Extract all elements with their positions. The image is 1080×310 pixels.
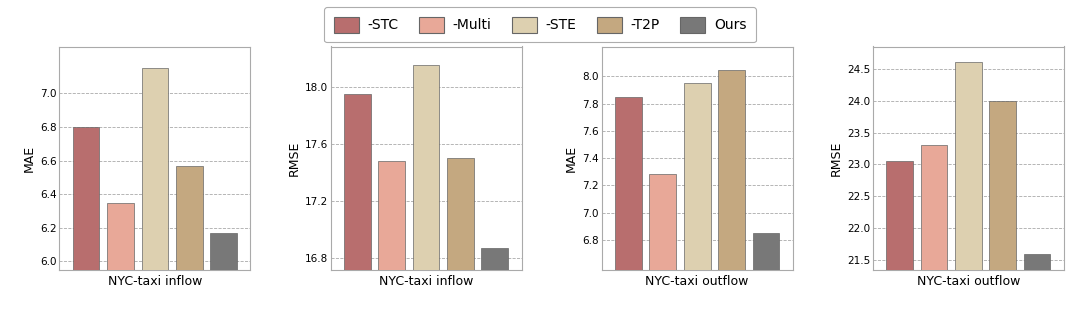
Bar (1024, 254, 1051, 310)
Legend: -STC, -Multi, -STE, -T2P, Ours: -STC, -Multi, -STE, -T2P, Ours (324, 7, 756, 42)
Bar (107, 202, 134, 310)
Bar (718, 70, 745, 310)
Bar (482, 248, 508, 310)
Y-axis label: RMSE: RMSE (829, 140, 842, 176)
Bar (141, 68, 168, 310)
Bar (72, 127, 99, 310)
Bar (211, 233, 237, 310)
X-axis label: NYC-taxi inflow: NYC-taxi inflow (108, 275, 202, 288)
Bar (616, 97, 642, 310)
Bar (649, 175, 676, 310)
Bar (989, 101, 1016, 310)
Bar (920, 145, 947, 310)
X-axis label: NYC-taxi outflow: NYC-taxi outflow (917, 275, 1020, 288)
Y-axis label: MAE: MAE (23, 144, 36, 172)
Bar (955, 62, 982, 310)
Y-axis label: RMSE: RMSE (287, 140, 300, 176)
Y-axis label: MAE: MAE (565, 144, 578, 172)
X-axis label: NYC-taxi outflow: NYC-taxi outflow (646, 275, 748, 288)
Bar (378, 161, 405, 310)
Bar (684, 83, 711, 310)
X-axis label: NYC-taxi inflow: NYC-taxi inflow (379, 275, 473, 288)
Bar (887, 161, 913, 310)
Bar (343, 94, 370, 310)
Bar (447, 158, 474, 310)
Bar (176, 166, 203, 310)
Bar (413, 65, 440, 310)
Bar (753, 233, 780, 310)
